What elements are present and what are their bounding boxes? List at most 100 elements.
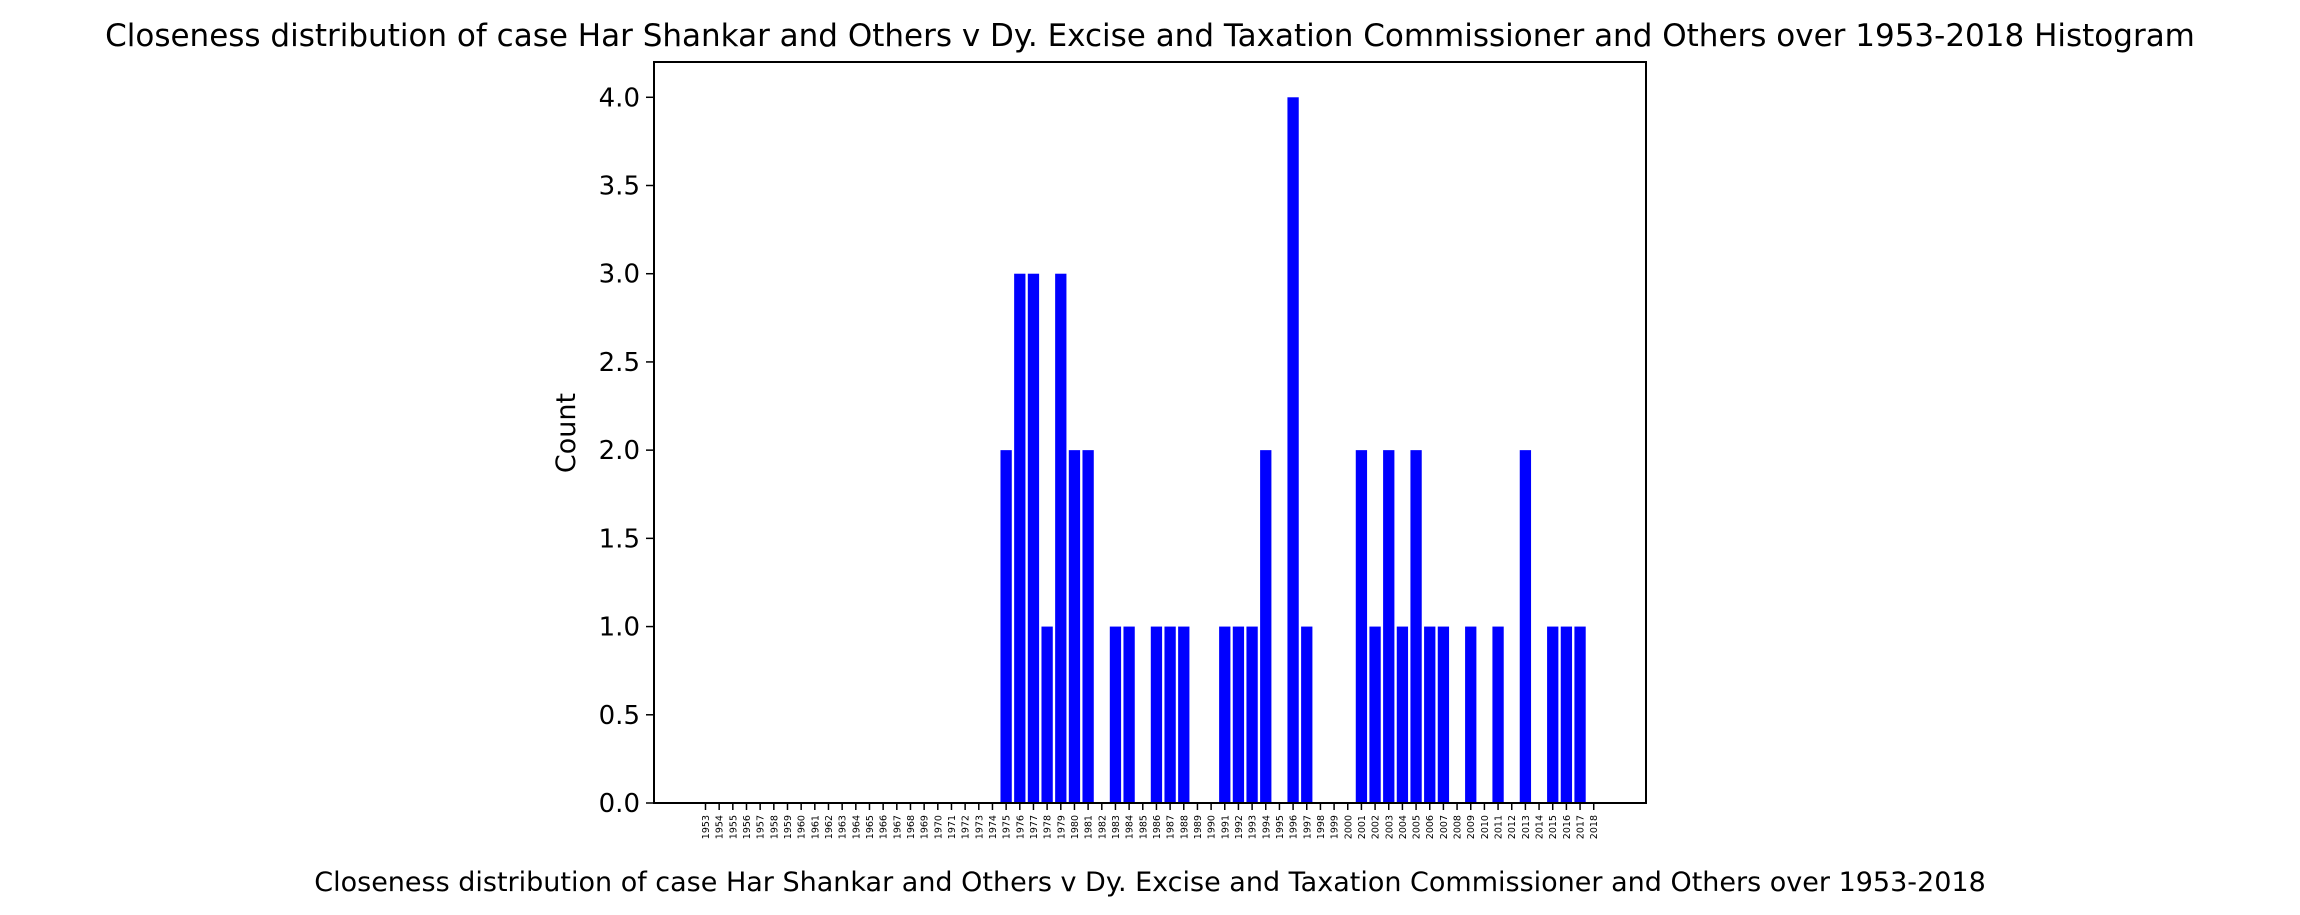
x-tick-label-1954: 1954 bbox=[715, 815, 726, 839]
bar-1978 bbox=[1041, 626, 1053, 803]
x-tick-label-2003: 2003 bbox=[1384, 815, 1395, 839]
x-tick-label-2004: 2004 bbox=[1398, 815, 1409, 839]
x-tick-label-2007: 2007 bbox=[1439, 815, 1450, 839]
x-tick-label-2013: 2013 bbox=[1521, 815, 1532, 839]
bar-2017 bbox=[1574, 626, 1586, 803]
y-axis: 0.0 0.5 1.0 1.5 2.0 2.5 3.0 3.5 4.0 bbox=[599, 83, 654, 819]
x-tick-label-1966: 1966 bbox=[879, 815, 890, 839]
x-tick-label-1957: 1957 bbox=[756, 815, 767, 839]
x-tick-label-1983: 1983 bbox=[1111, 815, 1122, 839]
x-tick-label-1959: 1959 bbox=[783, 815, 794, 839]
x-tick-label-2010: 2010 bbox=[1480, 815, 1491, 839]
x-tick-label-1960: 1960 bbox=[797, 815, 808, 839]
x-tick-label-1965: 1965 bbox=[865, 815, 876, 839]
y-axis-label: Count bbox=[551, 393, 582, 473]
x-tick-label-1997: 1997 bbox=[1302, 815, 1313, 839]
bar-2005 bbox=[1410, 450, 1422, 803]
x-tick-label-1964: 1964 bbox=[851, 815, 862, 839]
x-tick-label-2017: 2017 bbox=[1576, 815, 1587, 839]
bar-1977 bbox=[1027, 273, 1040, 804]
x-tick-label-1994: 1994 bbox=[1261, 815, 1272, 839]
y-tick-label-3.5: 3.5 bbox=[599, 172, 640, 202]
x-tick-label-2006: 2006 bbox=[1425, 815, 1436, 839]
bar-1996 bbox=[1287, 97, 1299, 804]
x-tick-label-1984: 1984 bbox=[1125, 815, 1136, 839]
bar-1983 bbox=[1109, 626, 1122, 803]
bar-2015 bbox=[1547, 626, 1559, 803]
x-tick-label-1988: 1988 bbox=[1179, 815, 1190, 839]
bar-2002 bbox=[1369, 626, 1381, 803]
bar-1992 bbox=[1232, 626, 1245, 803]
x-tick-label-1986: 1986 bbox=[1152, 815, 1163, 839]
bar-2016 bbox=[1560, 626, 1573, 803]
x-tick-label-2018: 2018 bbox=[1589, 815, 1600, 839]
bar-2013 bbox=[1519, 450, 1532, 803]
x-tick-label-2012: 2012 bbox=[1507, 815, 1518, 839]
x-tick-label-2008: 2008 bbox=[1453, 815, 1464, 839]
bar-1997 bbox=[1301, 626, 1313, 803]
x-tick-label-1962: 1962 bbox=[824, 815, 835, 839]
x-axis-label: Closeness distribution of case Har Shank… bbox=[314, 867, 1986, 898]
bar-1981 bbox=[1082, 450, 1094, 803]
bar-2011 bbox=[1492, 626, 1504, 803]
y-tick-label-1.5: 1.5 bbox=[599, 524, 640, 554]
plot-frame bbox=[653, 61, 1647, 804]
x-tick-label-1991: 1991 bbox=[1220, 815, 1231, 839]
bar-1988 bbox=[1178, 626, 1190, 803]
x-tick-label-1973: 1973 bbox=[974, 815, 985, 839]
x-tick-label-1975: 1975 bbox=[1002, 815, 1013, 839]
x-tick-label-1992: 1992 bbox=[1234, 815, 1245, 839]
x-tick-label-1968: 1968 bbox=[906, 815, 917, 839]
bar-2003 bbox=[1383, 450, 1395, 803]
x-tick-label-1969: 1969 bbox=[920, 815, 931, 839]
x-tick-label-1963: 1963 bbox=[838, 815, 849, 839]
x-tick-label-1977: 1977 bbox=[1029, 815, 1040, 839]
x-tick-label-1998: 1998 bbox=[1316, 815, 1327, 839]
bar-2004 bbox=[1396, 626, 1409, 803]
x-axis: 1953 1954 1955 1956 1957 1958 1959 1960 1961 1962… bbox=[701, 803, 1600, 839]
bars-group bbox=[1000, 97, 1586, 804]
x-tick-label-1978: 1978 bbox=[1043, 815, 1054, 839]
bar-1991 bbox=[1219, 626, 1231, 803]
x-tick-label-1995: 1995 bbox=[1275, 815, 1286, 839]
bar-1987 bbox=[1164, 626, 1176, 803]
x-tick-label-1982: 1982 bbox=[1097, 815, 1108, 839]
bar-2001 bbox=[1355, 450, 1368, 803]
bar-2006 bbox=[1424, 626, 1436, 803]
x-tick-label-1953: 1953 bbox=[701, 815, 712, 839]
x-tick-label-1976: 1976 bbox=[1015, 815, 1026, 839]
x-tick-label-2001: 2001 bbox=[1357, 815, 1368, 839]
x-tick-label-2014: 2014 bbox=[1535, 815, 1546, 839]
x-tick-label-1971: 1971 bbox=[947, 815, 958, 839]
bar-2007 bbox=[1437, 626, 1450, 803]
x-tick-label-1958: 1958 bbox=[769, 815, 780, 839]
y-tick-label-4.0: 4.0 bbox=[599, 83, 640, 113]
x-tick-label-1980: 1980 bbox=[1070, 815, 1081, 839]
x-tick-label-2011: 2011 bbox=[1494, 815, 1505, 839]
x-tick-label-2016: 2016 bbox=[1562, 815, 1573, 839]
x-tick-label-2002: 2002 bbox=[1371, 815, 1382, 839]
y-tick-label-1.0: 1.0 bbox=[599, 613, 640, 643]
x-tick-label-2009: 2009 bbox=[1466, 815, 1477, 839]
x-tick-label-1981: 1981 bbox=[1084, 815, 1095, 839]
y-tick-label-3.0: 3.0 bbox=[599, 260, 640, 290]
x-tick-label-1955: 1955 bbox=[728, 815, 739, 839]
x-tick-label-1996: 1996 bbox=[1289, 815, 1300, 839]
x-tick-label-1967: 1967 bbox=[892, 815, 903, 839]
bar-1980 bbox=[1068, 450, 1081, 803]
bar-1984 bbox=[1123, 626, 1135, 803]
bar-1975 bbox=[1000, 450, 1012, 803]
x-tick-label-1999: 1999 bbox=[1330, 815, 1341, 839]
y-tick-label-0.0: 0.0 bbox=[599, 789, 640, 819]
x-tick-label-1961: 1961 bbox=[810, 815, 821, 839]
x-tick-label-1990: 1990 bbox=[1207, 815, 1218, 839]
x-tick-label-1987: 1987 bbox=[1166, 815, 1177, 839]
y-tick-label-0.5: 0.5 bbox=[599, 701, 640, 731]
x-tick-label-1993: 1993 bbox=[1248, 815, 1259, 839]
x-tick-label-1985: 1985 bbox=[1138, 815, 1149, 839]
x-tick-label-2015: 2015 bbox=[1548, 815, 1559, 839]
bar-1976 bbox=[1014, 273, 1026, 804]
x-tick-label-1970: 1970 bbox=[933, 815, 944, 839]
bar-1993 bbox=[1246, 626, 1258, 803]
x-tick-label-1974: 1974 bbox=[988, 815, 999, 839]
